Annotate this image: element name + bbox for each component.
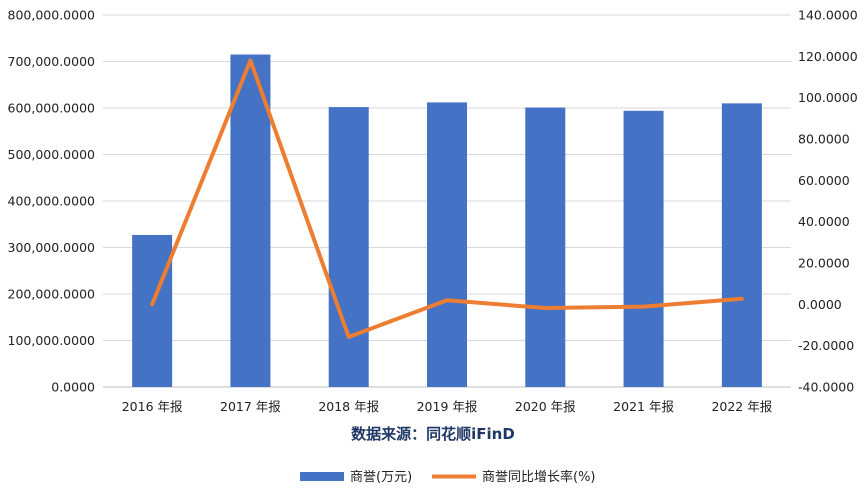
left-tick-label: 600,000.0000 [8, 101, 96, 116]
bar [328, 107, 369, 387]
x-tick-label: 2016 年报 [122, 399, 183, 414]
x-axis-ticks: 2016 年报 2017 年报 2018 年报 2019 年报 2020 年报 2021 … [122, 399, 773, 414]
right-tick-label: 40.0000 [798, 214, 850, 229]
left-tick-label: 300,000.0000 [8, 240, 96, 255]
right-tick-label: -40.0000 [798, 380, 854, 395]
x-tick-label: 2018 年报 [318, 399, 379, 414]
bar-series [132, 54, 762, 388]
right-tick-label: 80.0000 [798, 132, 850, 147]
legend: 商誉(万元) 商誉同比增长率(%) [300, 469, 596, 485]
legend-swatch-bar [300, 472, 344, 481]
right-tick-label: 120.0000 [798, 49, 858, 64]
bar [230, 54, 271, 388]
line-series [150, 58, 744, 339]
bar [721, 103, 762, 387]
right-axis-ticks: -40.0000 -20.0000 0.0000 20.0000 40.0000 60.0… [798, 8, 858, 395]
legend-label-bar: 商誉(万元) [350, 470, 412, 485]
right-tick-label: 140.0000 [798, 8, 858, 23]
x-tick-label: 2021 年报 [613, 399, 674, 414]
right-tick-label: 20.0000 [798, 256, 850, 271]
left-tick-label: 700,000.0000 [8, 54, 96, 69]
left-axis-ticks: 0.0000 100,000.0000 200,000.0000 300,000.00… [8, 8, 96, 395]
bar [427, 102, 467, 388]
left-tick-label: 100,000.0000 [8, 333, 96, 348]
legend-label-line: 商誉同比增长率(%) [482, 469, 596, 485]
left-tick-label: 800,000.0000 [8, 8, 96, 23]
bar [623, 110, 664, 387]
x-tick-label: 2019 年报 [417, 399, 478, 414]
right-tick-label: 60.0000 [798, 173, 850, 188]
left-tick-label: 400,000.0000 [8, 194, 96, 209]
right-tick-label: 100.0000 [798, 90, 858, 105]
source-note: 数据来源：同花顺iFinD [351, 425, 515, 443]
x-tick-label: 2020 年报 [515, 399, 576, 414]
x-tick-label: 2017 年报 [220, 399, 281, 414]
left-tick-label: 0.0000 [51, 380, 95, 395]
x-tick-label: 2022 年报 [711, 399, 772, 414]
right-tick-label: -20.0000 [798, 338, 854, 353]
left-tick-label: 200,000.0000 [8, 287, 96, 302]
right-tick-label: 0.0000 [798, 297, 842, 312]
left-tick-label: 500,000.0000 [8, 147, 96, 162]
bar [525, 107, 566, 387]
bar [132, 234, 173, 387]
